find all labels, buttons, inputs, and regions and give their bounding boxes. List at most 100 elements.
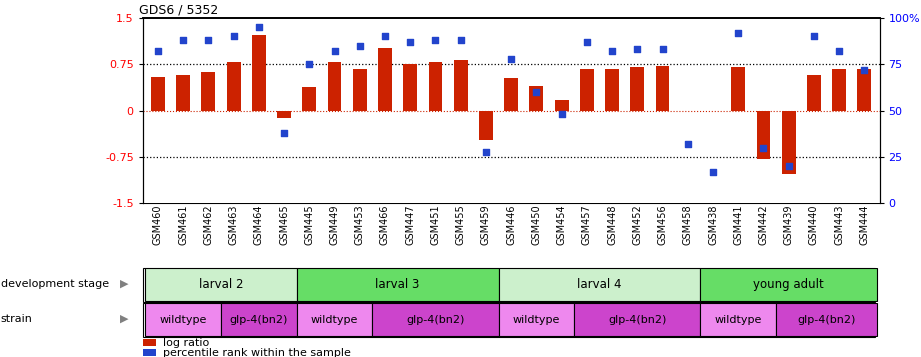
- Text: GSM447: GSM447: [405, 205, 415, 245]
- Point: [227, 34, 241, 39]
- Point: [781, 164, 796, 169]
- Bar: [378, 47, 392, 111]
- Point: [529, 89, 543, 95]
- Bar: [530, 86, 543, 111]
- Bar: [580, 69, 594, 111]
- Text: wildtype: wildtype: [310, 315, 358, 325]
- Bar: [328, 62, 342, 111]
- Text: GSM451: GSM451: [430, 205, 440, 245]
- Text: larval 3: larval 3: [376, 278, 420, 291]
- Bar: [143, 339, 156, 346]
- Point: [579, 39, 594, 45]
- Point: [554, 111, 569, 117]
- Bar: [403, 64, 417, 111]
- Bar: [731, 67, 745, 111]
- Point: [150, 49, 165, 54]
- Bar: [498, 268, 700, 301]
- Text: glp-4(bn2): glp-4(bn2): [229, 315, 288, 325]
- Bar: [428, 62, 442, 111]
- Bar: [297, 303, 372, 336]
- Text: GSM458: GSM458: [682, 205, 693, 245]
- Text: GSM440: GSM440: [809, 205, 819, 245]
- Point: [832, 49, 846, 54]
- Point: [857, 67, 872, 73]
- Point: [251, 24, 266, 30]
- Bar: [504, 79, 519, 111]
- Point: [630, 46, 645, 52]
- Bar: [372, 303, 498, 336]
- Point: [681, 141, 695, 147]
- Bar: [782, 111, 796, 174]
- Text: GSM441: GSM441: [733, 205, 743, 245]
- Bar: [605, 69, 619, 111]
- Bar: [776, 303, 877, 336]
- Bar: [554, 100, 568, 111]
- Text: GDS6 / 5352: GDS6 / 5352: [139, 4, 218, 17]
- Point: [605, 49, 620, 54]
- Bar: [227, 62, 240, 111]
- Bar: [143, 349, 156, 356]
- Text: wildtype: wildtype: [715, 315, 762, 325]
- Text: GSM462: GSM462: [204, 205, 214, 245]
- Point: [807, 34, 822, 39]
- Text: GSM452: GSM452: [633, 205, 642, 246]
- Text: young adult: young adult: [753, 278, 824, 291]
- Text: GSM466: GSM466: [380, 205, 390, 245]
- Point: [428, 37, 443, 43]
- Point: [201, 37, 216, 43]
- Text: GSM459: GSM459: [481, 205, 491, 245]
- Text: larval 2: larval 2: [199, 278, 243, 291]
- Point: [705, 169, 720, 175]
- Bar: [479, 111, 493, 140]
- Text: glp-4(bn2): glp-4(bn2): [406, 315, 464, 325]
- Bar: [454, 60, 468, 111]
- Point: [655, 46, 670, 52]
- Point: [731, 30, 746, 36]
- Bar: [251, 35, 266, 111]
- Point: [276, 130, 291, 136]
- Bar: [630, 67, 645, 111]
- Point: [353, 43, 367, 49]
- Text: GSM456: GSM456: [658, 205, 668, 245]
- Point: [504, 56, 519, 61]
- Bar: [807, 75, 821, 111]
- Text: GSM453: GSM453: [355, 205, 365, 245]
- Text: GSM463: GSM463: [228, 205, 239, 245]
- Text: GSM460: GSM460: [153, 205, 163, 245]
- Text: ▶: ▶: [121, 279, 129, 289]
- Text: GSM454: GSM454: [556, 205, 566, 245]
- Bar: [176, 75, 190, 111]
- Text: larval 4: larval 4: [577, 278, 622, 291]
- Bar: [353, 69, 367, 111]
- Text: GSM444: GSM444: [859, 205, 869, 245]
- Text: development stage: development stage: [1, 279, 109, 289]
- Text: GSM465: GSM465: [279, 205, 289, 245]
- Text: GSM455: GSM455: [456, 205, 466, 246]
- Text: glp-4(bn2): glp-4(bn2): [798, 315, 856, 325]
- Text: GSM449: GSM449: [330, 205, 340, 245]
- Bar: [297, 268, 498, 301]
- Bar: [756, 111, 771, 159]
- Bar: [302, 87, 316, 111]
- Text: GSM464: GSM464: [254, 205, 263, 245]
- Bar: [221, 303, 297, 336]
- Text: GSM450: GSM450: [531, 205, 542, 245]
- Bar: [277, 111, 291, 118]
- Bar: [700, 268, 877, 301]
- Point: [378, 34, 392, 39]
- Point: [302, 61, 317, 67]
- Text: GSM442: GSM442: [759, 205, 768, 245]
- Bar: [151, 77, 165, 111]
- Text: GSM448: GSM448: [607, 205, 617, 245]
- Bar: [498, 303, 574, 336]
- Text: GSM439: GSM439: [784, 205, 794, 245]
- Point: [402, 39, 417, 45]
- Text: GSM457: GSM457: [582, 205, 592, 246]
- Bar: [574, 303, 700, 336]
- Bar: [656, 66, 670, 111]
- Text: GSM461: GSM461: [178, 205, 188, 245]
- Text: percentile rank within the sample: percentile rank within the sample: [163, 348, 351, 357]
- Bar: [833, 69, 846, 111]
- Text: GSM446: GSM446: [507, 205, 516, 245]
- Bar: [202, 72, 216, 111]
